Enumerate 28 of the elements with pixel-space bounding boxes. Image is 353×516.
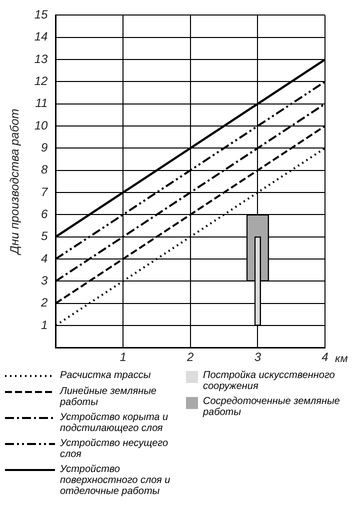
y-tick-label: 6 — [41, 206, 48, 221]
legend-label: Линейные земляные работы — [60, 386, 158, 408]
legend-label: Устройство несущего слоя — [60, 438, 170, 460]
legend-label: Устройство корыта и подстилающего слоя — [60, 412, 170, 434]
y-axis-title: Дни производства работ — [8, 108, 22, 256]
y-tick-label: 13 — [34, 52, 48, 66]
y-tick-label: 3 — [41, 273, 48, 288]
x-tick-label: 3 — [254, 350, 262, 364]
y-tick-label: 7 — [41, 184, 50, 199]
y-tick-label: 8 — [41, 162, 48, 177]
y-tick-label: 9 — [41, 140, 48, 155]
y-tick-label: 1 — [41, 318, 48, 332]
legend-label: Постройка искусственного сооружения — [202, 370, 336, 392]
y-tick-label: 5 — [41, 229, 48, 244]
y-tick-label: 2 — [40, 296, 48, 310]
y-tick-label: 15 — [34, 8, 48, 22]
legend-label: Расчистка трассы — [60, 370, 151, 381]
x-tick-label: 1 — [120, 350, 126, 364]
y-tick-label: 11 — [35, 96, 48, 110]
x-axis-title: км — [335, 353, 348, 366]
x-tick-label: 2 — [186, 350, 194, 364]
x-tick-label: 4 — [322, 350, 329, 364]
y-tick-label: 4 — [41, 251, 48, 266]
y-tick-label: 10 — [34, 118, 48, 132]
legend-label: Сосредоточенные земляные работы — [202, 396, 341, 418]
y-tick-label: 14 — [34, 30, 48, 44]
legend-label: Устройство поверхностного слоя и отделочные работы — [60, 464, 172, 497]
y-tick-label: 12 — [34, 74, 48, 88]
